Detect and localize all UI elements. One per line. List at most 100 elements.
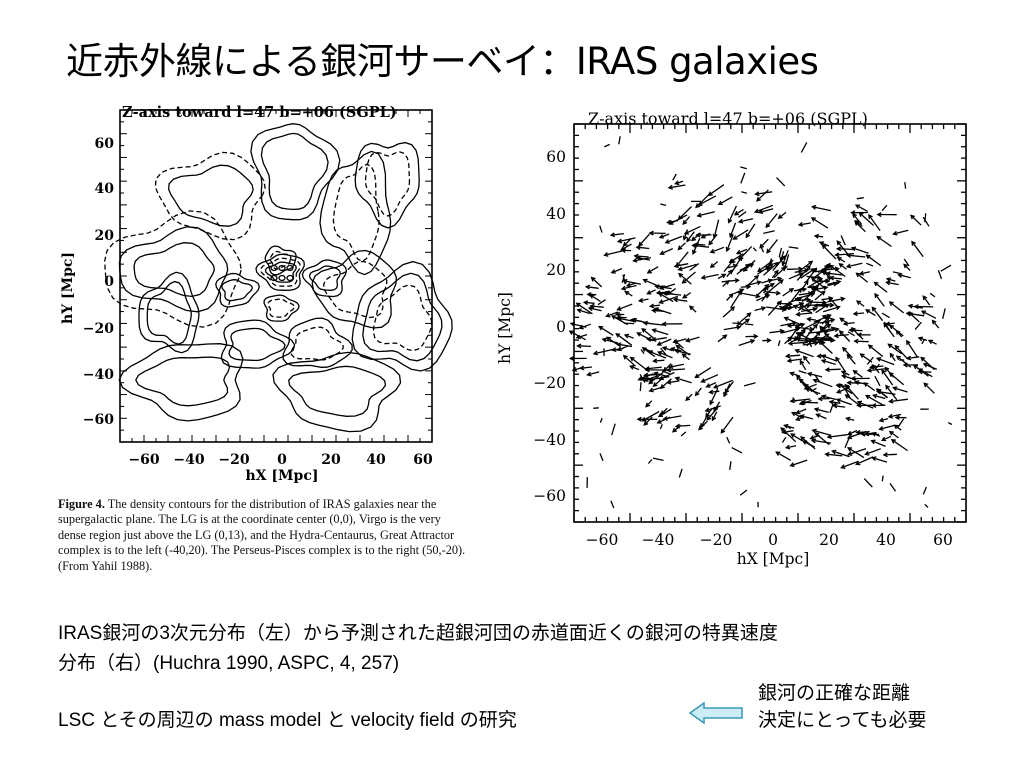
velocity-vector [844, 384, 859, 400]
velocity-arrowhead [808, 300, 814, 305]
velocity-vector [682, 271, 696, 284]
density-contour [288, 365, 387, 417]
velocity-vector [913, 364, 929, 377]
velocity-arrowhead [605, 312, 611, 318]
velocity-vector [841, 460, 859, 469]
velocity-arrowhead [724, 279, 730, 285]
velocity-vector [778, 211, 787, 219]
velocity-vector [782, 430, 794, 434]
velocity-vector [720, 416, 734, 434]
velocity-vector [798, 370, 807, 374]
velocity-arrowhead [850, 210, 856, 216]
velocity-arrowhead [587, 306, 594, 312]
velocity-vector [886, 281, 899, 286]
velocity-vector [754, 307, 766, 312]
density-contour [135, 356, 231, 407]
velocity-arrowhead [666, 290, 672, 296]
velocity-arrowhead [819, 325, 825, 331]
velocity-vector [780, 427, 797, 443]
velocity-arrowhead [818, 340, 823, 345]
velocity-vector [922, 486, 927, 495]
velocity-vector [708, 184, 725, 196]
velocity-arrowhead [725, 246, 731, 253]
velocity-vector [790, 459, 808, 467]
right-x-tick-label: −40 [642, 531, 675, 549]
velocity-vector [652, 329, 669, 336]
velocity-arrowhead [881, 369, 886, 375]
density-contour [215, 272, 260, 308]
velocity-arrowhead [789, 371, 795, 377]
velocity-vector [678, 273, 692, 285]
velocity-vector [717, 273, 726, 280]
velocity-vector [673, 338, 687, 343]
velocity-arrowhead [801, 328, 806, 334]
velocity-arrowhead [685, 337, 691, 343]
velocity-arrowhead [638, 241, 644, 247]
velocity-arrowhead [736, 324, 742, 330]
velocity-arrowhead [855, 460, 861, 466]
velocity-vector [732, 322, 741, 325]
velocity-vector [881, 475, 884, 482]
velocity-arrowhead [821, 314, 827, 320]
velocity-vector [618, 136, 621, 145]
velocity-vector [675, 349, 691, 355]
velocity-vector [776, 177, 786, 187]
velocity-arrowhead [717, 200, 723, 206]
velocity-arrowhead [637, 376, 643, 381]
density-contour [272, 351, 402, 433]
velocity-arrowhead [615, 332, 621, 338]
left-x-tick-label: 60 [413, 452, 433, 468]
velocity-vector [686, 231, 695, 242]
density-contour [301, 259, 348, 298]
velocity-vector [881, 435, 892, 441]
velocity-arrowhead [826, 323, 832, 329]
velocity-vector [599, 453, 604, 462]
velocity-vector [765, 290, 780, 295]
velocity-vector [587, 371, 600, 376]
velocity-arrowhead [662, 415, 668, 421]
velocity-arrowhead [756, 196, 761, 202]
velocity-arrowhead [659, 250, 665, 256]
density-contour-figure: Z-axis toward l=47 b=+06 (SGPL) −60 −40 … [58, 100, 478, 492]
velocity-arrowhead [614, 311, 621, 317]
velocity-arrowhead [913, 304, 919, 310]
velocity-vector [931, 320, 940, 329]
density-contour [138, 271, 200, 354]
left-x-axis-label: hX [Mpc] [246, 468, 319, 484]
velocity-arrowhead [666, 379, 672, 385]
velocity-vector [660, 407, 668, 415]
velocity-vector [793, 305, 813, 314]
density-contour [362, 272, 443, 362]
velocity-arrowhead [629, 356, 635, 362]
velocity-vector [881, 312, 890, 319]
velocity-vector [847, 254, 866, 258]
density-contour [319, 150, 392, 276]
velocity-arrowhead [674, 423, 681, 429]
velocity-arrowhead [822, 270, 828, 276]
velocity-arrowhead [887, 343, 893, 349]
velocity-arrowhead [654, 284, 660, 290]
velocity-vector [844, 321, 855, 325]
velocity-arrowhead [622, 241, 628, 247]
velocity-arrowhead [878, 417, 884, 423]
velocity-vector [893, 387, 908, 393]
velocity-vector [792, 397, 797, 403]
velocity-arrowhead [651, 308, 657, 314]
velocity-vector [604, 250, 623, 256]
velocity-arrowhead [850, 327, 856, 332]
velocity-arrowhead [826, 434, 832, 440]
velocity-arrowhead [798, 272, 804, 277]
velocity-vector [923, 363, 938, 370]
velocity-vector [798, 222, 811, 226]
velocity-vector [867, 367, 888, 372]
velocity-vector [729, 461, 732, 470]
velocity-arrowhead [641, 327, 647, 333]
velocity-vector [836, 240, 850, 257]
velocity-vector [662, 346, 673, 352]
velocity-arrowhead [834, 252, 840, 258]
velocity-arrowhead [798, 302, 805, 308]
velocity-arrowhead [845, 263, 852, 269]
velocity-arrowhead [694, 373, 700, 379]
velocity-vector [657, 416, 671, 424]
velocity-vector [757, 263, 774, 275]
